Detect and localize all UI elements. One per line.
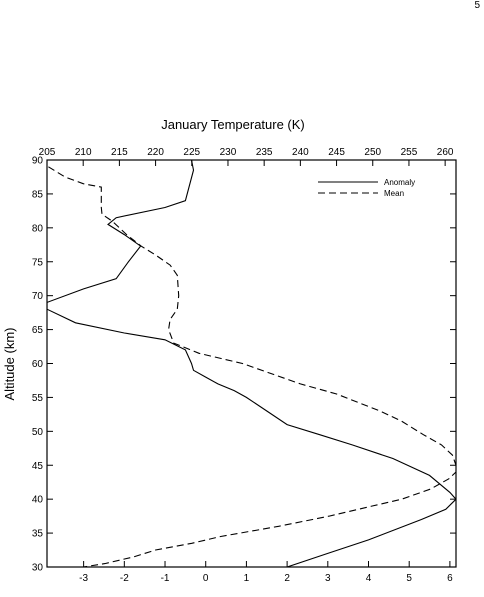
x-top-tick-label: 260: [437, 147, 454, 158]
legend-label-mean: Mean: [384, 189, 404, 198]
x-top-tick-label: 215: [111, 147, 128, 158]
x-top-tick-label: 250: [364, 147, 381, 158]
x-bottom-tick-label: -3: [79, 573, 88, 584]
y-axis-title: Altitude (km): [2, 328, 17, 401]
top-axis-title: January Temperature (K): [161, 117, 305, 132]
y-tick-label: 35: [32, 529, 44, 540]
y-tick-label: 30: [32, 563, 44, 574]
series-line-anomaly: [47, 160, 456, 567]
x-top-tick-label: 230: [220, 147, 237, 158]
y-tick-label: 50: [32, 427, 44, 438]
x-bottom-tick-label: 0: [203, 573, 209, 584]
x-bottom-tick-label: 2: [284, 573, 290, 584]
page-number: 5: [474, 0, 480, 11]
y-tick-label: 85: [32, 189, 44, 200]
x-bottom-tick-label: 1: [244, 573, 250, 584]
x-top-tick-label: 240: [292, 147, 309, 158]
x-bottom-tick-label: 4: [366, 573, 372, 584]
y-tick-label: 60: [32, 359, 44, 370]
y-tick-label: 55: [32, 393, 44, 404]
x-top-tick-label: 245: [328, 147, 345, 158]
y-tick-label: 80: [32, 223, 44, 234]
x-top-tick-label: 210: [75, 147, 92, 158]
y-tick-label: 70: [32, 291, 44, 302]
legend-label-anomaly: Anomaly: [384, 178, 415, 187]
x-top-tick-label: 225: [183, 147, 200, 158]
x-top-tick-label: 235: [256, 147, 273, 158]
y-tick-label: 40: [32, 495, 44, 506]
x-top-tick-label: 255: [401, 147, 418, 158]
plot-frame: [46, 159, 457, 568]
x-bottom-tick-label: 6: [447, 573, 453, 584]
x-bottom-tick-label: 3: [325, 573, 331, 584]
x-top-tick-label: 220: [147, 147, 164, 158]
y-tick-label: 45: [32, 461, 44, 472]
y-tick-label: 90: [32, 156, 44, 167]
x-bottom-tick-label: -1: [161, 573, 170, 584]
y-tick-label: 65: [32, 325, 44, 336]
x-bottom-tick-label: 5: [406, 573, 412, 584]
series-line-mean: [48, 166, 456, 567]
y-tick-label: 75: [32, 257, 44, 268]
x-top-tick-label: 205: [39, 147, 56, 158]
x-bottom-tick-label: -2: [120, 573, 129, 584]
